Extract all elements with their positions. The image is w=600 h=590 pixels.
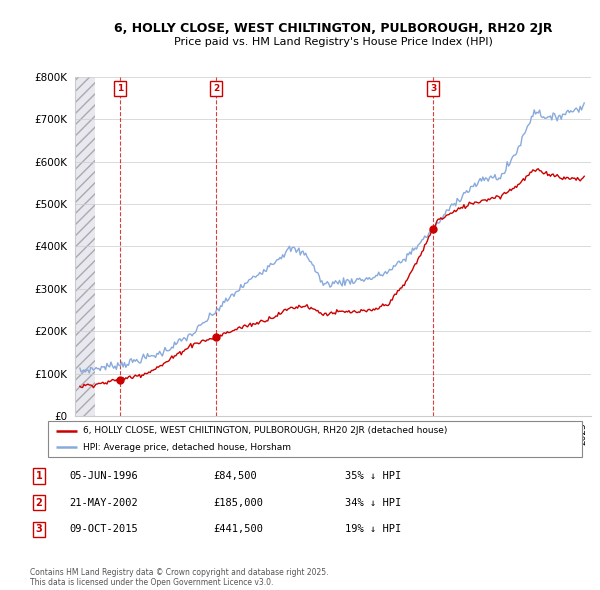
Text: 1: 1 (35, 471, 43, 481)
Text: £84,500: £84,500 (213, 471, 257, 481)
Text: 19% ↓ HPI: 19% ↓ HPI (345, 525, 401, 534)
Text: 2: 2 (35, 498, 43, 507)
FancyBboxPatch shape (48, 421, 582, 457)
Text: 6, HOLLY CLOSE, WEST CHILTINGTON, PULBOROUGH, RH20 2JR (detached house): 6, HOLLY CLOSE, WEST CHILTINGTON, PULBOR… (83, 426, 447, 435)
Text: 2: 2 (213, 84, 219, 93)
Text: HPI: Average price, detached house, Horsham: HPI: Average price, detached house, Hors… (83, 443, 291, 452)
Text: £441,500: £441,500 (213, 525, 263, 534)
Text: 3: 3 (430, 84, 436, 93)
Text: Contains HM Land Registry data © Crown copyright and database right 2025.
This d: Contains HM Land Registry data © Crown c… (30, 568, 329, 587)
Text: 21-MAY-2002: 21-MAY-2002 (69, 498, 138, 507)
Text: 3: 3 (35, 525, 43, 534)
Text: 05-JUN-1996: 05-JUN-1996 (69, 471, 138, 481)
Text: £185,000: £185,000 (213, 498, 263, 507)
Bar (75, 77, 95, 416)
Text: 34% ↓ HPI: 34% ↓ HPI (345, 498, 401, 507)
Text: 35% ↓ HPI: 35% ↓ HPI (345, 471, 401, 481)
Text: 09-OCT-2015: 09-OCT-2015 (69, 525, 138, 534)
Text: Price paid vs. HM Land Registry's House Price Index (HPI): Price paid vs. HM Land Registry's House … (173, 37, 493, 47)
Text: 6, HOLLY CLOSE, WEST CHILTINGTON, PULBOROUGH, RH20 2JR: 6, HOLLY CLOSE, WEST CHILTINGTON, PULBOR… (114, 22, 552, 35)
Text: 1: 1 (116, 84, 123, 93)
